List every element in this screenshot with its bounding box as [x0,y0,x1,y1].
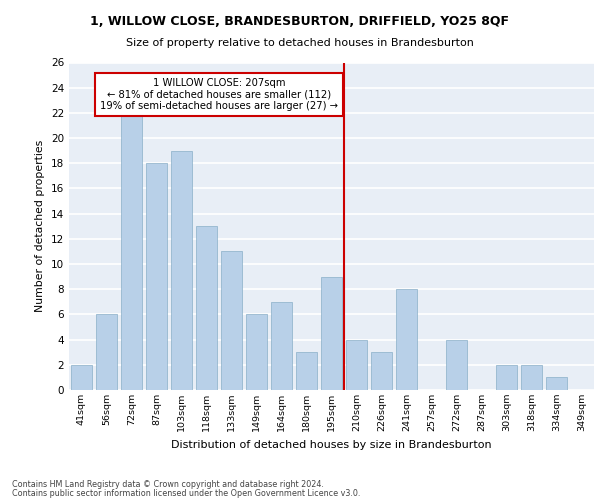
Bar [121,113,142,390]
Bar [146,164,167,390]
Bar [271,302,292,390]
Text: 1 WILLOW CLOSE: 207sqm
← 81% of detached houses are smaller (112)
19% of semi-de: 1 WILLOW CLOSE: 207sqm ← 81% of detached… [100,78,338,111]
X-axis label: Distribution of detached houses by size in Brandesburton: Distribution of detached houses by size … [171,440,492,450]
Bar [396,289,417,390]
Y-axis label: Number of detached properties: Number of detached properties [35,140,46,312]
Text: Size of property relative to detached houses in Brandesburton: Size of property relative to detached ho… [126,38,474,48]
Bar [346,340,367,390]
Bar [321,276,342,390]
Bar [71,365,92,390]
Text: Contains public sector information licensed under the Open Government Licence v3: Contains public sector information licen… [12,488,361,498]
Bar [496,365,517,390]
Text: Contains HM Land Registry data © Crown copyright and database right 2024.: Contains HM Land Registry data © Crown c… [12,480,324,489]
Bar [96,314,117,390]
Bar [221,252,242,390]
Bar [371,352,392,390]
Bar [296,352,317,390]
Bar [521,365,542,390]
Text: 1, WILLOW CLOSE, BRANDESBURTON, DRIFFIELD, YO25 8QF: 1, WILLOW CLOSE, BRANDESBURTON, DRIFFIEL… [91,15,509,28]
Bar [446,340,467,390]
Bar [246,314,267,390]
Bar [171,150,192,390]
Bar [546,378,567,390]
Bar [196,226,217,390]
